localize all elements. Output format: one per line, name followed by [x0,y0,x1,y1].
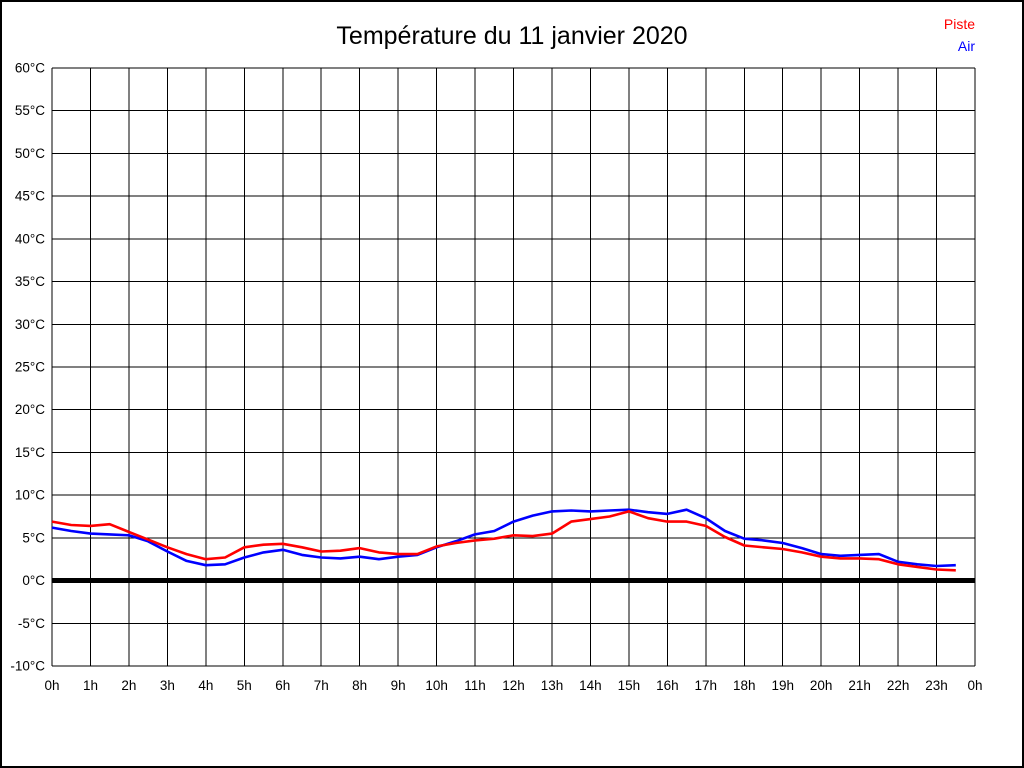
x-tick-label: 1h [83,678,98,693]
x-tick-label: 14h [579,678,602,693]
series-line-piste [51,510,956,572]
x-tick-label: 9h [391,678,406,693]
x-tick-label: 21h [848,678,871,693]
x-tick-label: 23h [925,678,948,693]
x-tick-label: 6h [275,678,290,693]
x-tick-label: 7h [314,678,329,693]
x-tick-label: 19h [771,678,794,693]
x-tick-label: 13h [541,678,564,693]
x-tick-label: 2h [121,678,136,693]
y-tick-label: 25°C [15,360,45,375]
x-tick-label: 18h [733,678,756,693]
y-tick-label: 45°C [15,189,45,204]
x-tick-label: 0h [44,678,59,693]
y-tick-label: 35°C [15,274,45,289]
y-tick-label: 60°C [15,61,45,76]
x-tick-label: 4h [198,678,213,693]
y-tick-label: 30°C [15,317,45,332]
x-tick-label: 22h [887,678,910,693]
y-tick-label: 40°C [15,231,45,246]
chart-title: Température du 11 janvier 2020 [336,22,688,50]
series-line-air [51,508,956,568]
y-tick-label: 10°C [15,488,45,503]
x-tick-label: 8h [352,678,367,693]
legend-item-piste: Piste [943,16,975,32]
y-tick-label: 5°C [22,530,45,545]
x-tick-label: 10h [425,678,448,693]
x-tick-label: 11h [464,678,486,693]
y-tick-label: 55°C [15,103,45,118]
x-tick-label: 17h [695,678,718,693]
y-tick-label: 15°C [15,445,45,460]
legend-item-air: Air [957,38,975,54]
x-tick-label: 12h [502,678,525,693]
x-tick-label: 3h [160,678,175,693]
x-tick-label: 0h [967,678,982,693]
chart-legend: Piste Air [944,13,975,57]
y-tick-label: 0°C [22,573,45,588]
x-tick-label: 5h [237,678,252,693]
y-tick-label: 20°C [15,402,45,417]
x-tick-label: 20h [810,678,833,693]
x-tick-label: 15h [618,678,641,693]
y-tick-label: 50°C [15,146,45,161]
x-tick-label: 16h [656,678,679,693]
y-tick-label: -5°C [18,616,45,631]
y-tick-label: -10°C [10,659,45,674]
